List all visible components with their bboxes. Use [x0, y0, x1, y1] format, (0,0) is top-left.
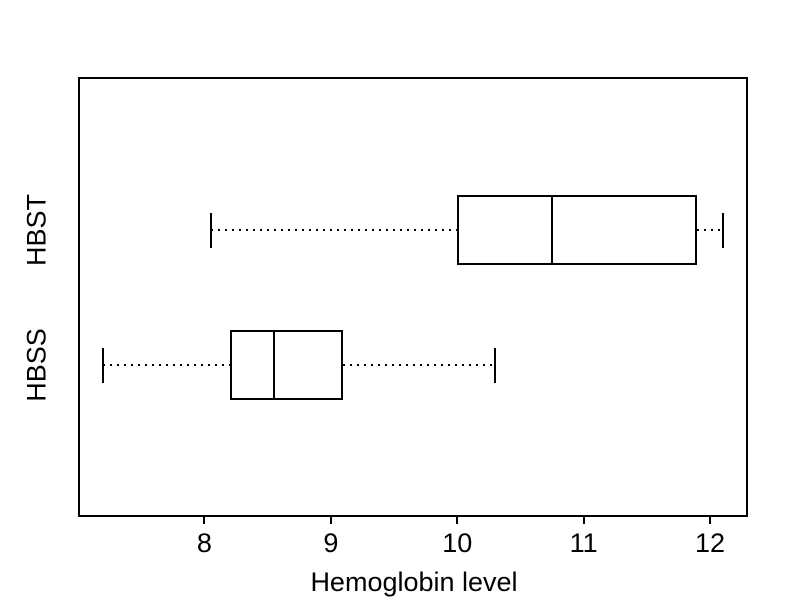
x-axis-tick — [456, 517, 459, 524]
whisker-line-lower-hbst — [210, 229, 458, 231]
whisker-line-upper-hbst — [697, 229, 723, 231]
whisker-cap-min-hbss — [102, 347, 105, 383]
whisker-cap-max-hbst — [721, 212, 724, 248]
iqr-box-hbst — [457, 195, 698, 265]
x-axis-title: Hemoglobin level — [310, 567, 518, 597]
whisker-line-upper-hbss — [343, 364, 496, 366]
x-axis-tick — [709, 517, 712, 524]
median-line-hbss — [272, 330, 275, 400]
x-axis-tick — [329, 517, 332, 524]
x-axis-tick-label: 10 — [442, 528, 473, 558]
whisker-cap-max-hbss — [494, 347, 497, 383]
x-axis-tick-label: 11 — [569, 528, 598, 558]
plot-area: 8 9 10 11 12 — [78, 77, 748, 557]
y-category-label-hbss: HBSS — [21, 328, 52, 402]
x-axis-tick-label: 9 — [323, 528, 339, 558]
x-axis-tick — [203, 517, 206, 524]
whisker-line-lower-hbss — [103, 364, 230, 366]
x-axis-tick — [582, 517, 585, 524]
whisker-cap-min-hbst — [209, 212, 212, 248]
median-line-hbst — [551, 195, 554, 265]
plot-border — [78, 77, 748, 517]
iqr-box-hbss — [229, 330, 344, 400]
y-category-label-hbst: HBST — [21, 193, 52, 267]
x-axis-tick-label: 12 — [695, 528, 726, 558]
x-axis-tick-label: 8 — [196, 528, 212, 558]
